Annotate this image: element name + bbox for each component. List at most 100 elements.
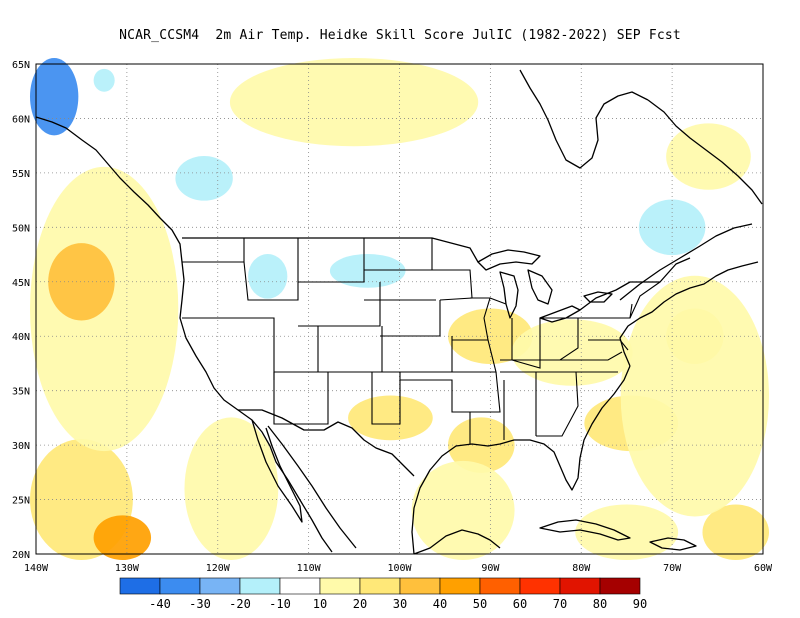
latitude-tick-label: 25N — [12, 496, 30, 507]
state-line — [380, 300, 441, 337]
latitude-tick-label: 65N — [12, 60, 30, 71]
state-line — [298, 282, 381, 327]
us-state-borders — [182, 238, 661, 444]
latitude-tick-label: 60N — [12, 114, 30, 125]
baja-california — [251, 419, 303, 523]
longitude-tick-label: 140W — [24, 563, 49, 574]
lake-ontario — [583, 291, 613, 303]
labrador-coast — [647, 99, 763, 205]
score-region — [30, 57, 79, 136]
colorbar-label: 80 — [593, 597, 607, 611]
colorbar-swatch — [239, 577, 281, 595]
state-line — [500, 351, 623, 361]
colorbar-swatch — [599, 577, 641, 595]
hudson-bay — [519, 69, 649, 169]
score-region — [248, 254, 288, 299]
lake-michigan — [499, 271, 519, 319]
colorbar-label: 40 — [433, 597, 447, 611]
state-line — [432, 269, 473, 301]
hispaniola — [649, 537, 697, 551]
map-title: NCAR_CCSM4 2m Air Temp. Heidke Skill Sco… — [119, 28, 681, 43]
latitude-tick-label: 30N — [12, 441, 30, 452]
score-region — [620, 275, 769, 517]
colorbar-label: -40 — [149, 597, 171, 611]
colorbar-label: 30 — [393, 597, 407, 611]
longitude-tick-label: 130W — [115, 563, 140, 574]
state-line — [511, 318, 541, 369]
state-line — [536, 371, 579, 437]
score-region — [702, 504, 769, 560]
axis-tick-labels: 140W 130W 120W 110W 100W 90W 80W 70W 60W 20N 25N 30… — [12, 60, 773, 574]
state-line — [273, 372, 329, 425]
colorbar-label: 50 — [473, 597, 487, 611]
longitude-tick-label: 90W — [481, 563, 500, 574]
state-line — [243, 238, 299, 301]
colorbar-label: 70 — [553, 597, 567, 611]
cuba — [539, 519, 631, 541]
score-region — [229, 58, 479, 147]
score-region — [348, 395, 433, 441]
state-line — [371, 372, 401, 425]
latitude-tick-label: 50N — [12, 223, 30, 234]
state-line — [588, 339, 629, 351]
colorbar-swatch — [319, 577, 361, 595]
score-region — [575, 504, 679, 560]
colorbar-label: -30 — [189, 597, 211, 611]
longitude-tick-label: 70W — [663, 563, 682, 574]
colorbar-swatch — [199, 577, 241, 595]
colorbar-label: -20 — [229, 597, 251, 611]
state-line — [470, 371, 501, 413]
colorbar-label: 90 — [633, 597, 647, 611]
latitude-tick-label: 20N — [12, 550, 30, 561]
score-region — [184, 417, 279, 560]
colorbar-swatch — [159, 577, 201, 595]
latitude-tick-label: 55N — [12, 169, 30, 180]
state-line — [182, 238, 245, 263]
us-canada-border — [182, 237, 479, 263]
colorbar-swatch — [439, 577, 481, 595]
state-line — [400, 379, 471, 444]
longitude-tick-label: 120W — [206, 563, 231, 574]
lake-huron — [527, 269, 553, 305]
score-region — [511, 319, 633, 386]
score-region — [93, 68, 115, 92]
state-line — [489, 297, 507, 305]
state-line — [182, 317, 275, 380]
atlantic-coastline — [619, 261, 759, 367]
longitude-tick-label: 80W — [572, 563, 591, 574]
colorbar-swatch — [519, 577, 561, 595]
us-mexico-border — [238, 409, 415, 477]
state-line — [452, 297, 491, 341]
us-canada-border-east — [579, 257, 691, 311]
score-region — [93, 515, 152, 561]
score-region — [175, 156, 233, 201]
colorbar-label: -10 — [269, 597, 291, 611]
state-line — [629, 281, 661, 319]
latitude-tick-label: 35N — [12, 387, 30, 398]
colorbar-swatch — [119, 577, 161, 595]
state-line — [298, 238, 365, 283]
colorbar-legend: -40 -30 -20 -10 10 20 30 40 50 60 70 80 90 — [119, 577, 647, 611]
state-line — [317, 326, 383, 373]
score-region — [48, 243, 115, 321]
colorbar-swatch — [279, 577, 321, 595]
colorbar-swatch — [399, 577, 441, 595]
longitude-tick-label: 100W — [387, 563, 412, 574]
skill-score-field — [30, 57, 769, 561]
state-line — [382, 336, 453, 373]
score-region — [666, 123, 751, 190]
colorbar-swatch — [359, 577, 401, 595]
gulf-coast — [411, 365, 631, 555]
colorbar-swatch — [479, 577, 521, 595]
longitude-tick-label: 110W — [297, 563, 322, 574]
gulf-of-california-coast — [267, 425, 357, 549]
colorbar-swatch — [559, 577, 601, 595]
longitude-tick-label: 60W — [754, 563, 773, 574]
score-region — [329, 254, 406, 288]
colorbar-label: 10 — [313, 597, 327, 611]
yucatan-coast — [413, 529, 501, 555]
map-frame — [35, 63, 764, 555]
colorbar-label: 20 — [353, 597, 367, 611]
latitude-tick-label: 40N — [12, 332, 30, 343]
